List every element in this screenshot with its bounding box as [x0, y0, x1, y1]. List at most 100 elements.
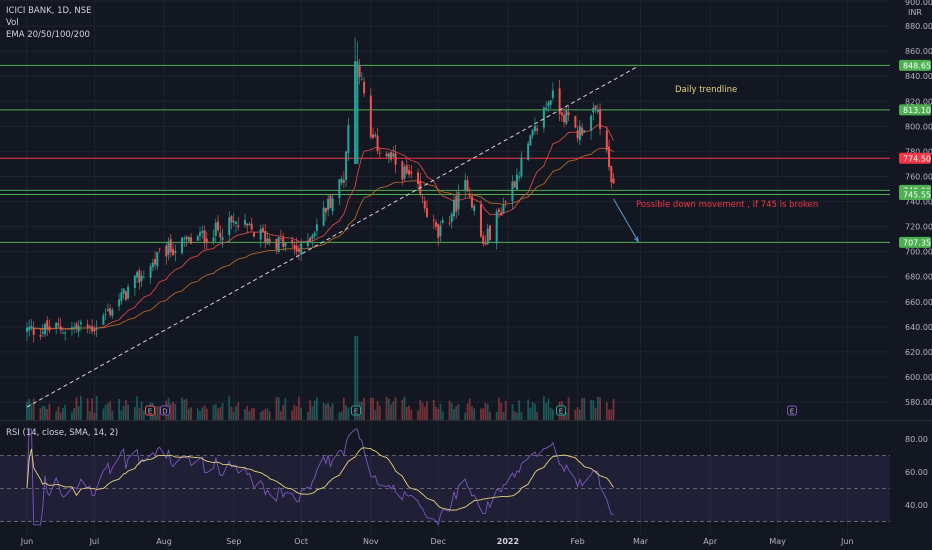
candle-body	[498, 209, 500, 212]
candle-body	[529, 135, 531, 145]
volume-bar	[120, 411, 122, 420]
volume-bar	[552, 410, 554, 420]
candle-body	[325, 208, 327, 212]
volume-bar	[527, 399, 529, 420]
candle-body	[213, 237, 215, 241]
candle-body	[590, 116, 592, 131]
candle-body	[356, 61, 358, 164]
volume-bar	[246, 406, 248, 420]
candle-body	[579, 126, 581, 140]
candle-body	[482, 236, 484, 244]
volume-bar	[471, 406, 473, 420]
volume-bar	[338, 412, 340, 420]
volume-bar	[451, 403, 453, 420]
volume-bar	[264, 409, 266, 420]
candle-body	[386, 154, 388, 157]
volume-bar	[455, 406, 457, 420]
candle-body	[96, 328, 98, 330]
candle-body	[610, 166, 612, 182]
candle-body	[181, 238, 183, 253]
volume-bar	[136, 396, 138, 420]
volume-bar	[235, 406, 237, 420]
candle-body	[118, 299, 120, 306]
volume-bar	[278, 397, 280, 420]
candle-body	[244, 220, 246, 225]
volume-bar	[595, 408, 597, 420]
price-tick-label: 600.00	[905, 373, 932, 382]
time-tick-label: Jul	[89, 537, 100, 546]
rsi-tick-label: 80.00	[905, 435, 928, 444]
volume-bar	[392, 402, 394, 420]
candle-body	[91, 326, 93, 331]
currency-label: INR	[908, 8, 922, 17]
candle-body	[599, 109, 601, 129]
volume-bar	[190, 407, 192, 420]
candle-body	[197, 236, 199, 241]
candle-body	[442, 220, 444, 223]
volume-bar	[213, 405, 215, 420]
candle-body	[251, 224, 253, 230]
volume-bar	[325, 404, 327, 420]
volume-bar	[449, 401, 451, 420]
candle-body	[534, 126, 536, 131]
volume-bar	[417, 411, 419, 420]
volume-bar	[296, 406, 298, 420]
time-tick-label: Dec	[431, 537, 446, 546]
candle-body	[309, 238, 311, 242]
candle-body	[410, 172, 412, 174]
candle-body	[136, 272, 138, 278]
candle-body	[516, 175, 518, 190]
candle-body	[291, 240, 293, 244]
volume-bar	[143, 411, 145, 420]
candle-body	[228, 217, 230, 235]
candle-body	[374, 135, 376, 137]
candle-body	[138, 271, 140, 283]
volume-bar	[300, 408, 302, 420]
volume-bar	[345, 405, 347, 420]
candle-body	[28, 327, 30, 330]
candle-body	[93, 329, 95, 331]
candle-body	[565, 109, 567, 123]
symbol-legend: ICICI BANK, 1D, NSE Vol EMA 20/50/100/20…	[6, 5, 92, 41]
volume-bar	[480, 409, 482, 420]
candle-body	[264, 231, 266, 242]
candle-body	[354, 61, 356, 164]
candle-body	[550, 100, 552, 105]
volume-bar	[579, 410, 581, 420]
volume-bar	[514, 411, 516, 420]
volume-bar	[435, 407, 437, 420]
volume-bar	[60, 412, 62, 420]
volume-bar	[487, 404, 489, 420]
volume-legend: Vol	[6, 17, 92, 29]
volume-bar	[172, 402, 174, 420]
candle-body	[592, 108, 594, 113]
level-badge-label: 774.50	[903, 154, 931, 163]
candle-body	[159, 249, 161, 250]
volume-bar	[433, 400, 435, 420]
candle-body	[248, 224, 250, 225]
event-marker-label: E	[790, 408, 794, 416]
candle-body	[547, 102, 549, 106]
candle-body	[152, 262, 154, 267]
candle-body	[329, 196, 331, 209]
candle-body	[561, 113, 563, 116]
candle-body	[143, 277, 145, 278]
volume-bar	[228, 396, 230, 420]
candle-body	[583, 130, 585, 132]
volume-bar	[437, 409, 439, 420]
volume-bar	[374, 410, 376, 420]
candle-body	[448, 223, 450, 224]
volume-bar	[311, 406, 313, 420]
candle-body	[595, 106, 597, 109]
volume-bar	[516, 413, 518, 420]
price-tick-label: 760.00	[905, 172, 932, 181]
volume-bar	[606, 402, 608, 420]
candle-body	[545, 107, 547, 109]
candle-body	[57, 324, 59, 326]
volume-bar	[109, 401, 111, 420]
volume-bar	[464, 413, 466, 420]
candle-body	[87, 325, 89, 328]
candle-body	[262, 228, 264, 233]
volume-bar	[96, 396, 98, 420]
